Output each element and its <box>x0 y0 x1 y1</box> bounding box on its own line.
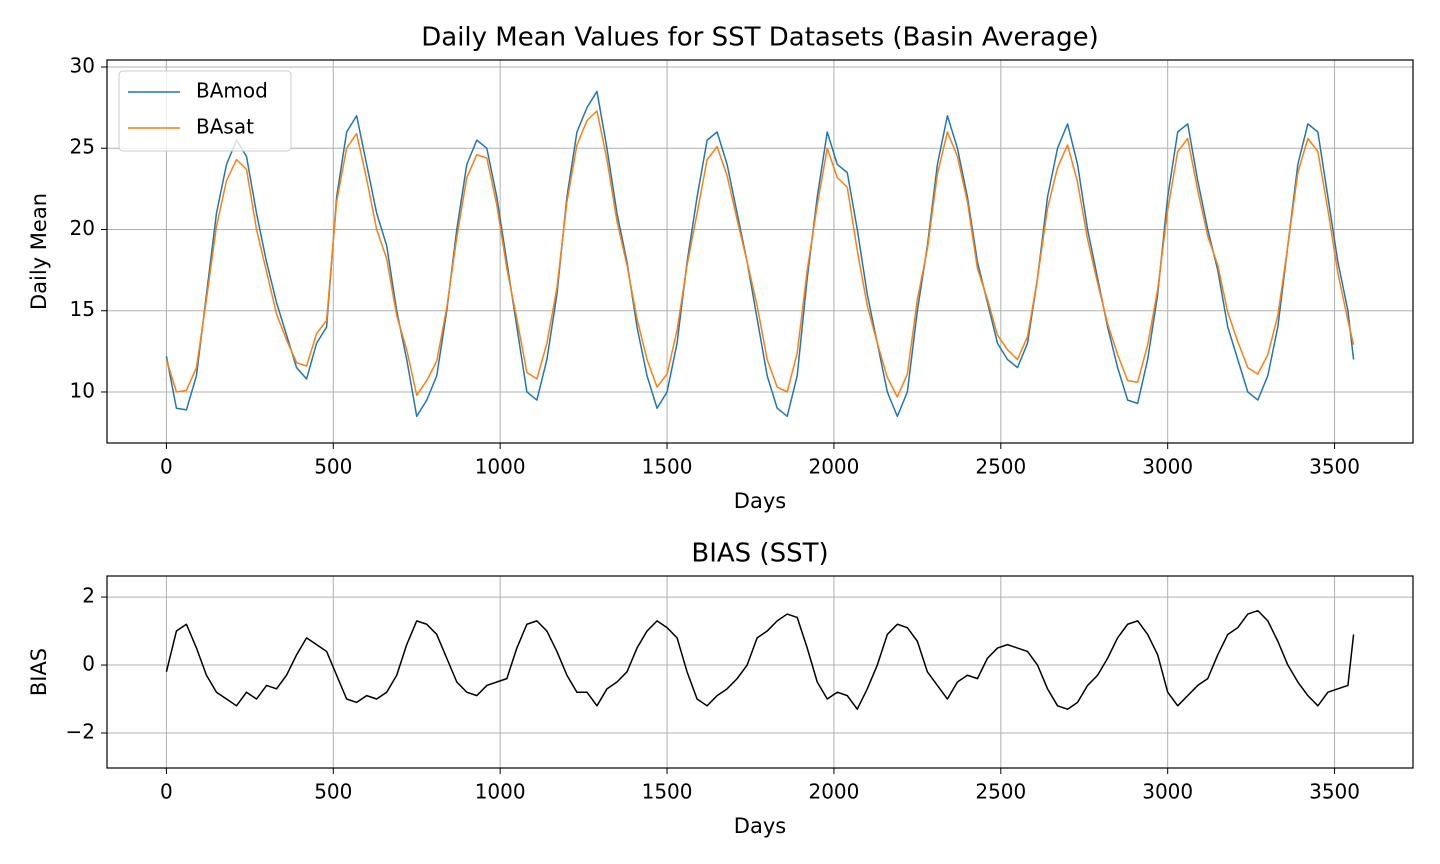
x-tick-label: 3000 <box>1142 780 1193 804</box>
legend-label: BAmod <box>196 79 268 103</box>
chart-title: Daily Mean Values for SST Datasets (Basi… <box>421 23 1099 53</box>
data-line <box>165 609 1355 710</box>
axes-frame <box>106 575 1414 769</box>
x-tick-label: 2000 <box>808 455 859 479</box>
data-line <box>165 90 1355 418</box>
x-tick-label: 2500 <box>975 455 1026 479</box>
x-axis-label: Days <box>734 489 786 513</box>
x-tick-label: 3500 <box>1309 780 1360 804</box>
plot-area <box>165 90 1355 418</box>
x-tick-label: 3500 <box>1309 455 1360 479</box>
x-tick-label: 2000 <box>808 780 859 804</box>
y-axis-label: Daily Mean <box>27 193 51 310</box>
y-axis-label: BIAS <box>27 648 51 696</box>
y-tick-label: 20 <box>70 216 95 240</box>
chart-title: BIAS (SST) <box>691 539 828 569</box>
x-tick-label: 1000 <box>475 455 526 479</box>
legend-label: BAsat <box>196 115 254 139</box>
y-tick-label: 15 <box>70 297 95 321</box>
x-tick-label: 0 <box>160 455 173 479</box>
y-tick-label: 2 <box>82 584 95 608</box>
x-tick-label: 1500 <box>642 455 693 479</box>
y-tick-label: 10 <box>70 378 95 402</box>
axes-frame <box>106 59 1414 444</box>
x-tick-label: 2500 <box>975 780 1026 804</box>
x-tick-label: 1500 <box>642 780 693 804</box>
x-tick-label: 500 <box>314 455 352 479</box>
y-tick-label: 25 <box>70 135 95 159</box>
x-tick-label: 1000 <box>475 780 526 804</box>
y-tick-label: −2 <box>66 719 95 743</box>
x-tick-label: 500 <box>314 780 352 804</box>
plot-area <box>165 609 1355 710</box>
legend-box <box>118 70 292 152</box>
x-tick-label: 3000 <box>1142 455 1193 479</box>
y-tick-label: 30 <box>70 53 95 77</box>
x-tick-label: 0 <box>160 780 173 804</box>
y-tick-label: 0 <box>82 652 95 676</box>
data-line <box>165 110 1355 398</box>
x-axis-label: Days <box>734 814 786 838</box>
